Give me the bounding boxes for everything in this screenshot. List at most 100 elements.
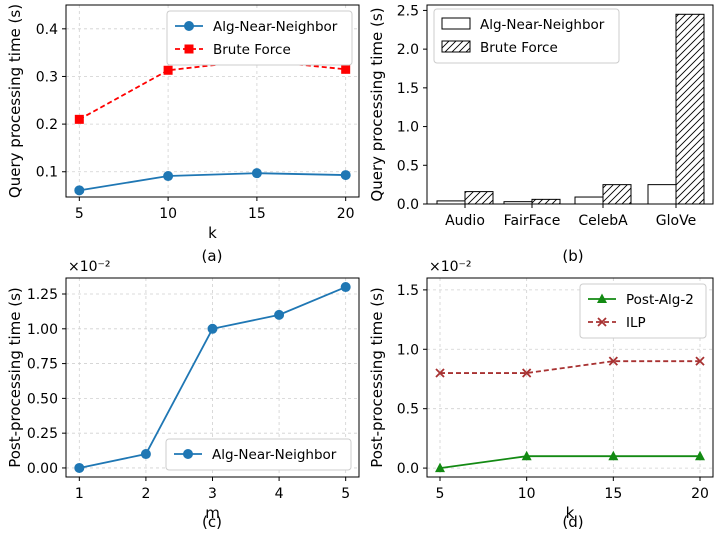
ytick-label-b-1: 0.5 bbox=[397, 158, 419, 174]
panel-label-a: (a) bbox=[202, 247, 223, 265]
bar-b-1-1 bbox=[531, 198, 561, 205]
legend-swatch-b-1 bbox=[441, 40, 471, 53]
ytick-label-b-2: 1.0 bbox=[397, 120, 419, 136]
xtick-label-a-1: 10 bbox=[159, 206, 177, 222]
xtick-label-a-3: 20 bbox=[337, 206, 355, 222]
ytick-label-c-4: 1.00 bbox=[27, 322, 58, 338]
panel-label-b: (b) bbox=[562, 247, 583, 265]
xtick-label-d-2: 15 bbox=[604, 486, 622, 502]
data-point-a-1-1 bbox=[163, 65, 173, 75]
legend-marker-c-0 bbox=[183, 449, 193, 459]
data-point-a-1-0 bbox=[74, 114, 84, 124]
xtick-label-d-3: 20 bbox=[691, 486, 709, 502]
xtick-label-c-0: 1 bbox=[75, 486, 84, 502]
legend-c: Alg-Near-Neighbor bbox=[165, 438, 352, 471]
legend-label-b-1: Brute Force bbox=[480, 40, 558, 56]
data-point-a-1-3 bbox=[341, 64, 351, 74]
panel-label-c: (c) bbox=[202, 513, 222, 531]
series-line-d-0 bbox=[439, 455, 700, 469]
ylabel-d: Post-processing time (s) bbox=[368, 287, 386, 468]
chart-a: 5 10 15 20 0.1 0.2 0.3 0.4 Query processing time… bbox=[6, 4, 360, 265]
legend-d: Post-Alg-2 ILP bbox=[579, 283, 707, 339]
bar-b-1-2 bbox=[602, 184, 632, 205]
data-point-c-0-4 bbox=[340, 282, 351, 293]
legend-marker-d-1 bbox=[597, 317, 607, 327]
scale-label-d: ×10⁻² bbox=[429, 259, 472, 275]
ytick-label-c-0: 0.00 bbox=[27, 461, 58, 477]
xtick-label-d-0: 5 bbox=[436, 486, 445, 502]
data-point-d-1-1 bbox=[522, 368, 532, 378]
bar-b-0-3 bbox=[647, 184, 677, 205]
data-point-a-0-0 bbox=[74, 185, 85, 196]
plot-frame-b bbox=[426, 4, 714, 205]
scale-label-c: ×10⁻² bbox=[68, 259, 111, 275]
xlabel-c: m bbox=[205, 504, 220, 522]
ytick-label-d-1: 0.5 bbox=[397, 402, 419, 418]
chart-d: 5 10 15 20 0.0 0.5 1.0 1.5 ×10⁻² Post-processing … bbox=[368, 259, 714, 531]
xtick-label-a-0: 5 bbox=[75, 206, 84, 222]
data-point-a-0-2 bbox=[251, 168, 262, 179]
ytick-label-a-3: 0.4 bbox=[36, 22, 58, 38]
legend-label-a-1: Brute Force bbox=[213, 42, 291, 58]
legend-b: Alg-Near-Neighbor Brute Force bbox=[433, 8, 620, 64]
legend-frame-a bbox=[166, 10, 353, 66]
ytick-label-c-5: 1.25 bbox=[27, 287, 58, 303]
data-point-c-0-1 bbox=[140, 449, 151, 460]
xtick-label-b-1: FairFace bbox=[504, 213, 561, 229]
ytick-label-d-0: 0.0 bbox=[397, 461, 419, 477]
bar-b-1-0 bbox=[464, 191, 494, 205]
data-point-d-0-2 bbox=[608, 450, 619, 461]
legend-label-b-0: Alg-Near-Neighbor bbox=[480, 17, 605, 33]
legend-frame-b bbox=[433, 8, 620, 64]
ytick-label-c-3: 0.75 bbox=[27, 357, 58, 373]
xtick-label-c-3: 4 bbox=[275, 486, 284, 502]
data-point-a-0-3 bbox=[340, 170, 351, 181]
ytick-label-b-4: 2.0 bbox=[397, 42, 419, 58]
ytick-label-c-2: 0.50 bbox=[27, 391, 58, 407]
legend-label-d-1: ILP bbox=[626, 315, 646, 331]
xtick-label-d-1: 10 bbox=[518, 486, 536, 502]
ytick-label-b-5: 2.5 bbox=[397, 3, 419, 19]
series-line-a-0 bbox=[79, 172, 346, 192]
panel-label-d: (d) bbox=[562, 513, 583, 531]
ytick-label-a-2: 0.3 bbox=[36, 69, 58, 85]
ytick-label-d-3: 1.5 bbox=[397, 283, 419, 299]
series-line-d-1 bbox=[440, 360, 700, 374]
chart-b: Audio FairFace CelebA GloVe 0.0 0.5 1.0 1.5 2.0 2… bbox=[368, 3, 714, 265]
legend-a: Alg-Near-Neighbor Brute Force bbox=[166, 10, 353, 66]
xlabel-d: k bbox=[566, 504, 575, 522]
data-point-d-0-3 bbox=[695, 450, 705, 461]
ytick-label-b-0: 0.0 bbox=[397, 197, 419, 213]
data-point-c-0-2 bbox=[207, 323, 218, 334]
xtick-label-a-2: 15 bbox=[248, 206, 266, 222]
legend-marker-a-0 bbox=[184, 21, 194, 31]
ytick-label-a-1: 0.2 bbox=[36, 117, 58, 133]
legend-marker-d-0 bbox=[597, 293, 607, 303]
legend-frame-c bbox=[165, 438, 352, 471]
ytick-label-c-1: 0.25 bbox=[27, 426, 58, 442]
ylabel-a: Query processing time (s) bbox=[6, 4, 24, 198]
data-point-d-1-0 bbox=[435, 368, 445, 378]
data-point-a-0-1 bbox=[163, 171, 174, 182]
ytick-label-b-3: 1.5 bbox=[397, 81, 419, 97]
plot-frame-c bbox=[65, 277, 360, 478]
xtick-label-b-3: GloVe bbox=[656, 213, 696, 229]
bar-b-1-3 bbox=[675, 13, 705, 205]
xtick-label-c-1: 2 bbox=[141, 486, 150, 502]
xtick-label-c-2: 3 bbox=[208, 486, 217, 502]
legend-swatch-b-0 bbox=[441, 17, 471, 30]
xtick-label-c-4: 5 bbox=[341, 486, 350, 502]
legend-label-c-0: Alg-Near-Neighbor bbox=[212, 447, 337, 463]
ylabel-c: Post-processing time (s) bbox=[6, 287, 24, 468]
plot-frame-d bbox=[426, 277, 714, 478]
data-point-c-0-0 bbox=[74, 462, 85, 473]
ylabel-b: Query processing time (s) bbox=[368, 7, 386, 201]
data-point-c-0-3 bbox=[274, 309, 285, 320]
ytick-label-a-0: 0.1 bbox=[36, 165, 58, 181]
data-point-d-0-0 bbox=[435, 462, 445, 473]
xlabel-a: k bbox=[208, 224, 217, 242]
xtick-label-b-2: CelebA bbox=[578, 213, 628, 229]
series-line-a-1 bbox=[78, 59, 346, 121]
data-point-d-1-3 bbox=[695, 356, 705, 366]
